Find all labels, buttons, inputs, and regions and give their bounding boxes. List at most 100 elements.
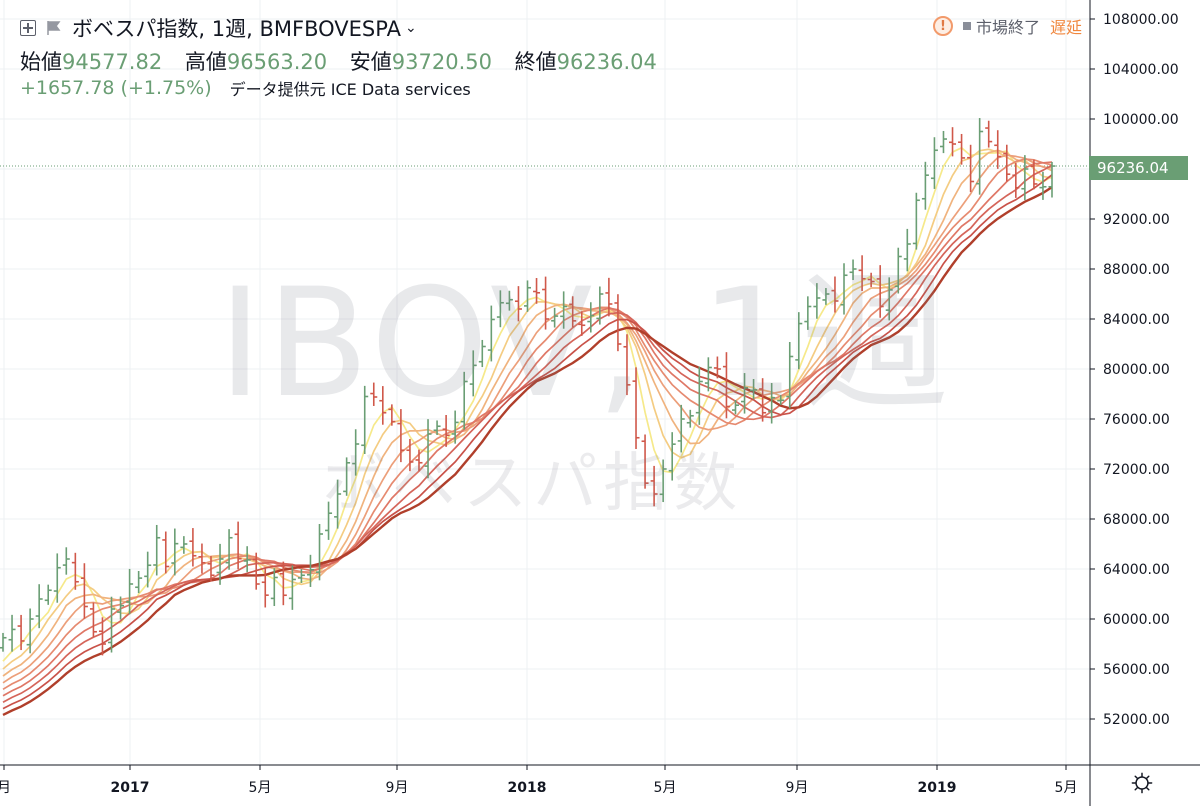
ohlc-bar — [1003, 144, 1011, 182]
ohlc-bar — [117, 596, 125, 620]
ohlc-bar — [17, 614, 25, 651]
x-tick-label: 月 — [0, 780, 11, 796]
ohlc-bar — [967, 144, 975, 193]
y-tick-label: 72000.00 — [1103, 462, 1170, 478]
ohlc-bar — [768, 383, 776, 424]
open-label: 始値 — [20, 50, 62, 74]
ohlc-bar — [279, 561, 287, 606]
market-closed: 市場終了 — [962, 14, 1040, 38]
ohlc-bar — [605, 277, 613, 317]
symbol-title[interactable]: ボベスパ指数, 1週, BMFBOVESPA — [72, 17, 401, 41]
ohlc-bar — [976, 118, 984, 195]
ohlc-bar — [831, 276, 839, 313]
ohlc-bar — [243, 546, 251, 573]
ohlc-bar — [587, 302, 595, 333]
ohlc-bar — [361, 385, 369, 454]
ohlc-bar — [641, 434, 649, 489]
ohlc-bar — [388, 404, 396, 426]
ohlc-bar — [216, 543, 224, 585]
data-source: データ提供元 ICE Data services — [229, 80, 471, 99]
ohlc-bar — [759, 378, 767, 422]
ohlc-bar — [939, 130, 947, 154]
ohlc-bar — [415, 449, 423, 472]
ohlc-bar — [171, 528, 179, 576]
ohlc-bar — [261, 567, 269, 608]
delay-label[interactable]: 遅延 — [1049, 18, 1082, 37]
ohlc-bar — [1030, 159, 1038, 190]
y-tick-label: 84000.00 — [1103, 312, 1170, 328]
ohlc-bar — [569, 296, 577, 328]
ohlc-bar — [659, 459, 667, 503]
flag-icon[interactable] — [46, 20, 62, 36]
ohlc-bar — [885, 277, 893, 321]
ohlc-bar — [433, 420, 441, 435]
ohlc-values: 始値94577.82 高値96563.20 安値93720.50 終値96236… — [20, 46, 673, 76]
y-tick-label: 68000.00 — [1103, 512, 1170, 528]
market-closed-label: 市場終了 — [975, 18, 1040, 37]
ohlc-bar — [858, 255, 866, 292]
ohlc-bar — [207, 556, 215, 582]
y-tick-label: 52000.00 — [1103, 712, 1170, 728]
ohlc-bar — [695, 366, 703, 425]
ohlc-bar — [514, 286, 522, 322]
ma-line-8 — [2, 149, 1053, 677]
x-tick-label: 2019 — [918, 780, 957, 796]
ohlc-bar — [8, 614, 16, 652]
ohlc-bar — [704, 357, 712, 392]
market-status: ! 市場終了 遅延 — [932, 14, 1082, 38]
ohlc-bar — [668, 432, 676, 481]
x-tick-label: 5月 — [654, 780, 677, 796]
ohlc-bar — [949, 127, 957, 157]
ohlc-bar — [985, 120, 993, 148]
ohlc-bar — [135, 570, 143, 594]
ohlc-bar — [89, 602, 97, 637]
ohlc-bar — [578, 311, 586, 336]
ohlc-bar — [786, 342, 794, 409]
ohlc-bar — [306, 554, 314, 587]
y-tick-label: 56000.00 — [1103, 662, 1170, 678]
grid — [0, 0, 1090, 765]
gear-icon[interactable] — [1131, 772, 1153, 794]
x-tick-label: 5月 — [249, 780, 272, 796]
ohlc-bar — [921, 161, 929, 210]
ohlc-bar — [849, 259, 857, 281]
chevron-down-icon[interactable]: ⌄ — [404, 20, 417, 36]
y-tick-label: 80000.00 — [1103, 362, 1170, 378]
ohlc-bar — [98, 617, 106, 656]
ohlc-bar — [930, 137, 938, 189]
ohlc-bar — [225, 529, 233, 570]
ma-line-16 — [2, 164, 1053, 703]
ohlc-bar — [397, 409, 405, 463]
y-tick-label: 108000.00 — [1103, 12, 1179, 28]
ohlc-bar — [469, 350, 477, 397]
ohlc-bar — [876, 265, 884, 318]
ohlc-bar — [71, 552, 79, 590]
ohlc-bar — [316, 524, 324, 581]
close-label: 終値 — [514, 50, 557, 74]
ohlc-bar — [903, 228, 911, 272]
ma-line-20 — [2, 186, 1053, 716]
x-tick-label: 5月 — [1055, 780, 1078, 796]
close-value: 96236.04 — [556, 50, 657, 74]
ohlc-bars — [0, 118, 1056, 656]
high-value: 96563.20 — [226, 50, 328, 74]
ohlc-bar — [442, 414, 450, 447]
ohlc-bar — [958, 133, 966, 165]
y-tick-label: 64000.00 — [1103, 562, 1170, 578]
ohlc-bar — [297, 569, 305, 583]
low-value: 93720.50 — [391, 50, 492, 74]
warning-icon[interactable]: ! — [932, 16, 953, 36]
ohlc-bar — [144, 551, 152, 588]
ohlc-bar — [343, 457, 351, 496]
price-change: +1657.78 (+1.75%) — [20, 77, 212, 99]
ohlc-bar — [813, 283, 821, 319]
plus-square-icon[interactable] — [20, 20, 36, 36]
ohlc-bar — [722, 352, 730, 419]
ohlc-bar — [379, 386, 387, 425]
ohlc-bar — [325, 501, 333, 540]
ohlc-bar — [623, 334, 631, 396]
ohlc-bar — [551, 307, 559, 328]
ohlc-bar — [478, 339, 486, 368]
ohlc-bar — [35, 584, 43, 629]
